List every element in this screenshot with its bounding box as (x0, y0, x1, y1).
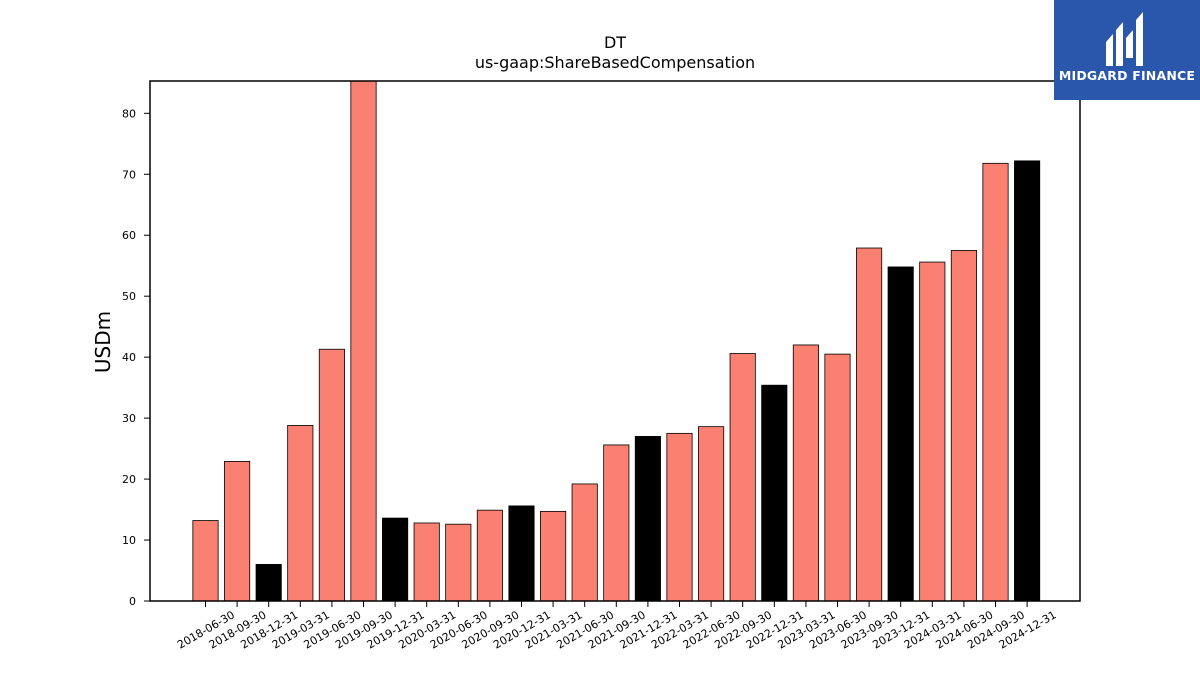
bar-2024-09-30 (982, 162, 1009, 602)
y-axis-label: USDm (91, 311, 115, 373)
brand-logo: MIDGARD FINANCE (1054, 0, 1200, 100)
bar-2023-12-31 (887, 266, 914, 602)
y-tick-label-0: 0 (129, 595, 136, 608)
bar-2024-03-31 (919, 261, 946, 602)
bar-2019-09-30 (350, 80, 377, 602)
logo-text: MIDGARD FINANCE (1058, 68, 1196, 83)
bar-2019-06-30 (318, 348, 345, 602)
bar-2021-03-31 (540, 510, 567, 602)
bar-2023-09-30 (856, 247, 883, 602)
bar-2023-06-30 (824, 353, 851, 602)
bar-2020-12-31 (508, 505, 535, 602)
bars-group (192, 80, 1041, 602)
bar-2024-06-30 (950, 250, 977, 602)
y-tick-label-50: 50 (122, 290, 136, 303)
bar-2019-03-31 (287, 425, 314, 602)
chart-subtitle: us-gaap:ShareBasedCompensation (475, 53, 755, 72)
bar-2022-03-31 (666, 432, 693, 602)
y-tick-label-20: 20 (122, 473, 136, 486)
bar-2018-09-30 (224, 460, 251, 602)
bar-2019-12-31 (382, 517, 409, 602)
plot-frame (149, 80, 1081, 602)
bar-2020-09-30 (476, 509, 503, 602)
bar-2021-09-30 (603, 444, 630, 602)
bar-2020-03-31 (413, 522, 440, 602)
bar-2022-09-30 (729, 353, 756, 602)
bar-2022-12-31 (761, 384, 788, 602)
bar-2018-06-30 (192, 520, 219, 602)
y-tick-label-10: 10 (122, 534, 136, 547)
bar-2024-12-31 (1014, 160, 1041, 602)
y-tick-label-40: 40 (122, 351, 136, 364)
bar-2023-03-31 (792, 344, 819, 602)
chart-title: DT (604, 33, 626, 52)
y-tick-label-80: 80 (122, 107, 136, 120)
y-tick-label-70: 70 (122, 168, 136, 181)
bar-2022-06-30 (698, 426, 725, 602)
x-axis-ticks: 2018-06-302018-09-302018-12-312019-03-31… (175, 601, 1059, 652)
bar-2021-06-30 (571, 483, 598, 602)
bar-2020-06-30 (445, 523, 472, 602)
bar-2018-12-31 (255, 564, 282, 602)
y-axis-ticks: 0 10 20 30 40 50 60 70 80 (122, 107, 150, 608)
midgard-logo-icon (1106, 12, 1143, 66)
y-tick-label-60: 60 (122, 229, 136, 242)
y-tick-label-30: 30 (122, 412, 136, 425)
bar-2021-12-31 (634, 435, 661, 602)
